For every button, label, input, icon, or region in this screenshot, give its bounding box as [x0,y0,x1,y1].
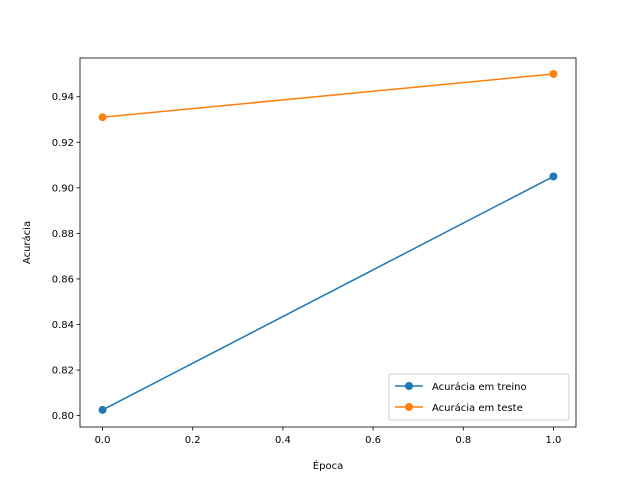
x-tick-label: 0.8 [455,435,471,446]
legend-marker-0 [405,382,413,390]
legend-label-1: Acurácia em teste [432,402,523,414]
data-point-0-0 [98,405,107,414]
y-tick-label: 0.90 [52,183,74,194]
x-tick-label: 0.2 [185,435,201,446]
x-tick-label: 0.6 [365,435,381,446]
y-tick-label: 0.88 [52,229,74,240]
x-tick-label: 1.0 [546,435,562,446]
legend-box [388,373,570,421]
legend-items: Acurácia em treino Acurácia em teste [395,381,527,414]
series-layer [98,69,558,414]
legend-label-0: Acurácia em treino [432,381,527,393]
y-tick-label: 0.84 [52,320,74,331]
data-point-1-1 [549,69,558,78]
series-line-0 [102,175,554,411]
data-point-1-0 [98,113,107,122]
x-tick-label: 0.4 [275,435,291,446]
y-axis-ticks: 0.80 0.82 0.84 0.86 0.88 0.90 0.92 0.94 [52,92,80,422]
legend-marker-1 [405,403,413,411]
y-tick-label: 0.82 [52,366,74,377]
x-axis-ticks: 0.0 0.2 0.4 0.6 0.8 1.0 [95,427,562,446]
y-tick-label: 0.80 [52,411,74,422]
y-tick-label: 0.92 [52,138,74,149]
y-tick-label: 0.94 [52,92,74,103]
x-tick-label: 0.0 [95,435,111,446]
series-line-1 [102,73,554,118]
x-axis-label: Época [313,459,343,472]
plot-area [80,58,576,427]
plot-frame [79,57,577,428]
y-axis-label: Acurácia [21,221,33,264]
y-tick-label: 0.86 [52,274,74,285]
data-point-0-1 [549,172,558,181]
axes-layer [79,57,577,428]
legend: Acurácia em treino Acurácia em teste [388,373,570,421]
